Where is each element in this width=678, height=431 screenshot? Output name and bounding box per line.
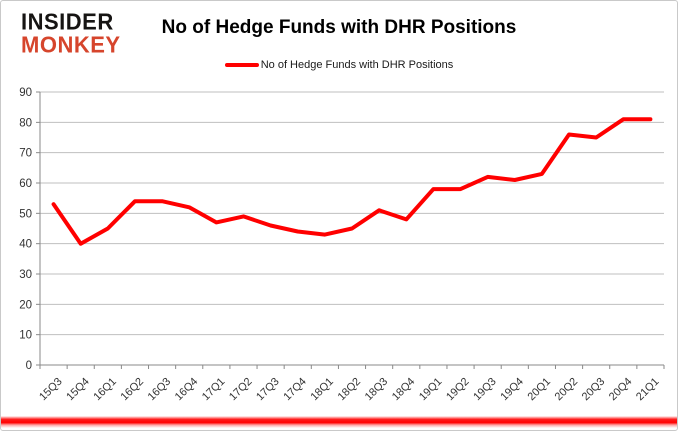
x-axis-label: 17Q2 [227,376,255,404]
y-axis-label: 80 [19,117,32,129]
logo-text-monkey: MONKEY [21,31,121,58]
legend-label: No of Hedge Funds with DHR Positions [260,59,454,71]
x-axis-label: 17Q1 [200,376,228,404]
x-axis-label: 18Q3 [363,376,391,404]
x-axis-label: 19Q3 [471,376,499,404]
x-axis-label: 18Q4 [390,376,418,404]
chart-legend: No of Hedge Funds with DHR Positions [1,59,677,71]
bottom-red-divider [1,416,677,428]
x-axis-label: 20Q3 [580,376,608,404]
x-axis-label: 18Q1 [308,376,336,404]
x-axis-label: 16Q2 [119,376,147,404]
x-axis-label: 18Q2 [336,376,364,404]
x-axis-label: 16Q1 [91,376,119,404]
x-axis-label: 16Q3 [146,376,174,404]
axes [36,91,665,369]
legend-line-swatch [224,63,259,67]
x-axis-label: 15Q3 [37,376,65,404]
x-axis-label: 20Q4 [607,376,635,404]
y-axis-label: 50 [19,208,32,220]
x-axis-label: 19Q1 [417,376,445,404]
insider-monkey-logo: INSIDER MONKEY [21,8,121,58]
y-axis-label: 0 [26,360,32,372]
x-axis-label: 20Q2 [553,376,581,404]
y-axis-label: 10 [19,330,32,342]
x-axis-label: 15Q4 [64,376,92,404]
gridlines [40,91,664,336]
y-axis-label: 60 [19,178,32,190]
series-line [51,117,653,246]
chart-title: No of Hedge Funds with DHR Positions [161,17,517,38]
x-axis-label: 17Q4 [281,376,309,404]
x-axis-label: 17Q3 [254,376,282,404]
logo-text-insider: INSIDER [21,8,114,35]
y-axis-label: 20 [19,299,32,311]
y-axis-label: 30 [19,269,32,281]
y-axis-label: 40 [19,239,32,251]
x-axis-label: 19Q2 [444,376,472,404]
y-axis-label: 90 [19,87,32,99]
y-axis-label: 70 [19,148,32,160]
x-axis-label: 19Q4 [498,376,526,404]
x-axis-label: 21Q1 [634,376,662,404]
x-axis-label: 20Q1 [526,376,554,404]
x-axis-label: 16Q4 [173,376,201,404]
